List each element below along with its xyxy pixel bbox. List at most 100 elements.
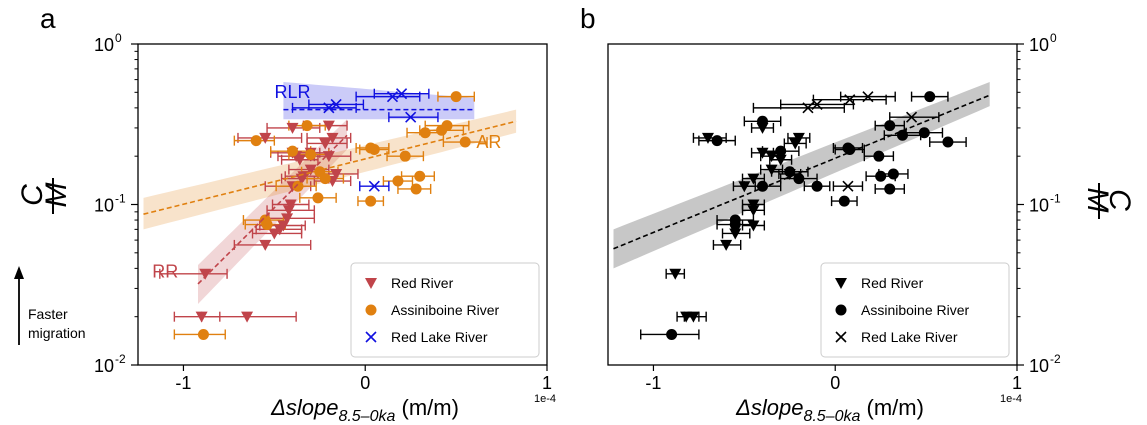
panel-a-xlabel: Δslope8.5–0ka (m/m) xyxy=(270,395,459,425)
data-point-triangle-down xyxy=(273,224,286,236)
data-point-circle xyxy=(942,136,954,148)
fit-annotation: AR xyxy=(476,132,501,152)
data-point-circle xyxy=(287,145,299,157)
legend-marker-triangle xyxy=(365,278,377,289)
y-tick-label-exponent: -1 xyxy=(1050,192,1061,206)
data-point-circle xyxy=(365,195,377,207)
data-point-x xyxy=(396,88,408,100)
data-point-circle xyxy=(292,180,304,192)
y-tick-label: 10 xyxy=(1029,35,1049,55)
y-tick-label-exponent: -2 xyxy=(115,352,126,366)
data-point-triangle-down xyxy=(284,199,297,211)
faster-migration-note: Faster migration xyxy=(14,266,86,345)
data-point-circle xyxy=(784,166,796,178)
data-point-triangle-down xyxy=(729,228,742,240)
data-point-triangle-down xyxy=(756,147,769,159)
data-point-circle xyxy=(875,170,887,182)
panel-b-x-offset: 1e-4 xyxy=(1000,393,1022,405)
data-point-circle xyxy=(261,219,273,231)
data-point-triangle-down xyxy=(765,151,778,163)
data-point-triangle-down xyxy=(701,132,714,144)
legend-marker-x xyxy=(365,331,377,343)
data-point-circle xyxy=(775,145,787,157)
data-point-circle xyxy=(811,180,823,192)
x-tick-label: 1 xyxy=(1012,373,1022,393)
faster-note-line2: migration xyxy=(28,325,86,341)
legend-label: Assiniboine River xyxy=(861,302,969,318)
data-point-circle xyxy=(419,127,431,139)
panel-a-x-axis-label: Δslope8.5–0ka (m/m) 1e-4 xyxy=(270,393,556,425)
data-point-circle xyxy=(838,195,850,207)
data-point-circle xyxy=(459,136,471,148)
data-point-triangle-down xyxy=(259,132,272,144)
data-point-circle xyxy=(392,175,404,187)
y-tick-label-exponent: -2 xyxy=(1050,352,1061,366)
data-point-circle xyxy=(450,91,462,103)
data-point-circle xyxy=(844,144,856,156)
fit-line-1 xyxy=(143,120,517,215)
data-point-triangle-down xyxy=(259,239,272,251)
data-point-x xyxy=(405,111,417,123)
data-point-x xyxy=(862,91,874,103)
data-point-circle xyxy=(757,180,769,192)
legend-marker-circle xyxy=(835,304,847,316)
data-point-x xyxy=(811,98,823,111)
data-point-circle xyxy=(793,173,805,185)
y-tick-label: 10 xyxy=(94,356,114,376)
data-point-x xyxy=(802,102,814,114)
panel-b-ylabel-numerator: C xyxy=(1103,189,1136,211)
data-point-circle xyxy=(368,144,380,156)
data-point-circle xyxy=(197,328,209,340)
data-point-triangle-down xyxy=(322,151,335,163)
panel-a-xlabel-sub: 8.5–0ka xyxy=(338,408,395,425)
panel-a-y-axis-label: C M xyxy=(16,178,73,214)
legend-label: Assiniboine River xyxy=(391,302,499,318)
fit-line-0 xyxy=(613,94,991,250)
data-point-triangle-down xyxy=(322,120,335,132)
panel-b-xlabel-sub: 8.5–0ka xyxy=(803,408,860,425)
legend-label: Red River xyxy=(861,275,924,291)
confidence-band-2 xyxy=(283,82,475,120)
confidence-band-1 xyxy=(143,109,517,230)
data-point-circle xyxy=(873,150,885,162)
data-point-circle xyxy=(301,120,313,132)
panel-b-xlabel-unit: (m/m) xyxy=(860,395,924,420)
data-point-circle xyxy=(399,150,411,162)
data-point-triangle-down xyxy=(319,138,332,150)
data-point-circle xyxy=(711,135,723,147)
fit-line-0 xyxy=(197,134,348,285)
data-point-triangle-down xyxy=(774,154,787,166)
data-point-x xyxy=(386,91,399,103)
panel-a-xlabel-main: Δslope xyxy=(270,395,338,420)
x-tick-label: -1 xyxy=(645,373,661,393)
data-point-circle xyxy=(305,148,317,160)
panel-b-xlabel: Δslope8.5–0ka (m/m) xyxy=(735,395,924,425)
data-point-triangle-down xyxy=(687,311,700,323)
data-point-x xyxy=(368,180,380,192)
panel-a-xlabel-unit: (m/m) xyxy=(395,395,459,420)
data-point-triangle-down xyxy=(268,228,281,240)
legend-label: Red Lake River xyxy=(391,329,488,345)
data-point-x xyxy=(323,102,335,114)
panel-b-xlabel-main: Δslope xyxy=(735,395,803,420)
data-point-circle xyxy=(319,173,331,185)
data-point-triangle-down xyxy=(195,311,208,323)
legend-marker-x xyxy=(835,331,847,343)
fit-annotation: RLR xyxy=(275,82,311,102)
data-point-triangle-down xyxy=(669,268,682,280)
data-point-circle xyxy=(250,135,262,147)
data-point-x xyxy=(330,98,342,111)
data-point-triangle-down xyxy=(789,138,802,150)
legend-box xyxy=(350,262,540,358)
data-point-circle xyxy=(757,115,769,127)
y-tick-label: 10 xyxy=(1029,356,1049,376)
data-point-x xyxy=(844,94,856,106)
data-point-circle xyxy=(666,328,678,340)
data-point-triangle-down xyxy=(281,213,294,225)
data-point-triangle-down xyxy=(297,171,310,183)
panel-a-letter: a xyxy=(40,3,56,34)
